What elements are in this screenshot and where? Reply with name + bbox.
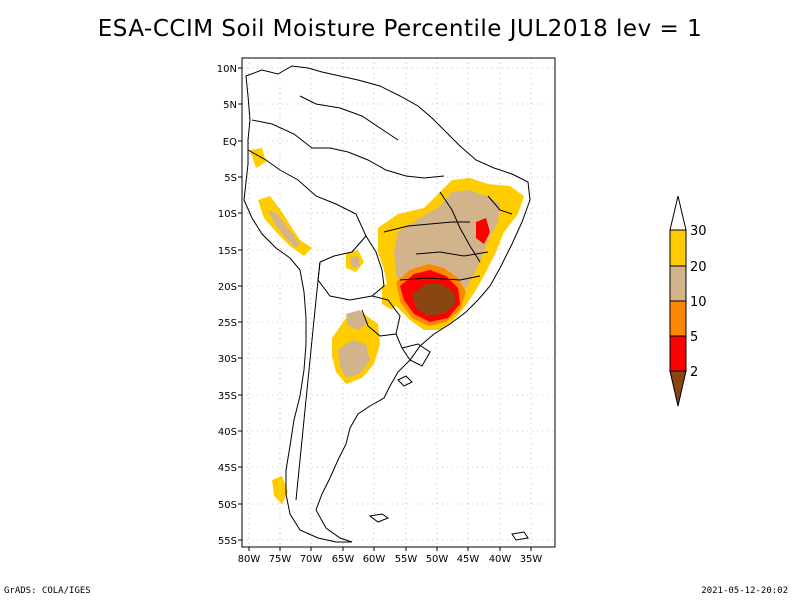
lat-label-30S: 30S <box>218 354 237 365</box>
legend-label-30: 30 <box>690 224 707 239</box>
shade-andes-tan <box>268 210 300 248</box>
lat-label-10N: 10N <box>217 64 237 75</box>
shade-argentina-tan <box>338 340 370 378</box>
lat-label-35S: 35S <box>218 391 237 402</box>
legend-label-2: 2 <box>690 365 698 380</box>
colorbar-legend: 30 20 10 5 2 <box>669 195 707 407</box>
latitude-labels: 10N 5N EQ 5S 10S 15S 20S 25S 30S 35S 40S 45S 50S 55S <box>217 64 242 547</box>
legend-label-10: 10 <box>690 295 707 310</box>
lat-label-50S: 50S <box>218 500 237 511</box>
lon-label-35W: 35W <box>520 554 543 565</box>
border-brazil-states-5 <box>487 195 513 215</box>
shade-ne-brazil-red <box>476 218 490 244</box>
footer-credit: GrADS: COLA/IGES <box>4 586 91 596</box>
lon-label-60W: 60W <box>363 554 386 565</box>
lat-label-20S: 20S <box>218 282 237 293</box>
footer-timestamp: 2021-05-12-20:02 <box>701 586 788 596</box>
longitude-labels: 80W 75W 70W 65W 60W 55W 50W 45W 40W 35W <box>238 547 543 565</box>
shade-bolivia-tan <box>350 256 360 268</box>
legend-label-20: 20 <box>690 260 707 275</box>
lon-label-80W: 80W <box>238 554 261 565</box>
border-brazil-states-1 <box>439 191 481 263</box>
lon-label-55W: 55W <box>395 554 418 565</box>
border-colombia <box>251 119 349 153</box>
lat-label-10S: 10S <box>218 209 237 220</box>
lat-label-55S: 55S <box>218 536 237 547</box>
lat-label-EQ: EQ <box>223 137 237 148</box>
soil-moisture-shading <box>250 148 524 504</box>
lon-label-65W: 65W <box>332 554 355 565</box>
map-title: ESA-CCIM Soil Moisture Percentile JUL201… <box>97 16 703 42</box>
legend-swatch-10-20 <box>669 265 687 302</box>
lon-label-45W: 45W <box>457 554 480 565</box>
border-peru <box>279 169 367 263</box>
legend-swatch-2-5 <box>669 335 687 372</box>
south-america-coastline <box>243 65 531 543</box>
lat-label-25S: 25S <box>218 318 237 329</box>
border-chile <box>295 261 321 501</box>
lat-label-40S: 40S <box>218 427 237 438</box>
lat-label-15S: 15S <box>218 246 237 257</box>
shade-paraguay <box>382 282 400 310</box>
shade-chaco-tan <box>346 310 368 330</box>
shade-north-coast <box>250 148 266 168</box>
border-uruguay <box>401 343 431 367</box>
lat-label-45S: 45S <box>218 463 237 474</box>
lon-label-75W: 75W <box>269 554 292 565</box>
legend-swatch-above30 <box>669 195 687 231</box>
border-venezuela <box>299 95 399 141</box>
border-brazil-states-4 <box>399 275 481 281</box>
legend-swatch-20-30 <box>669 229 687 267</box>
map-frame <box>241 57 556 548</box>
lat-label-5S: 5S <box>224 173 237 184</box>
lon-label-50W: 50W <box>426 554 449 565</box>
falklands-2 <box>368 513 390 523</box>
continent-outline <box>243 65 531 543</box>
border-brazil-states-2 <box>383 221 470 233</box>
shade-central-brazil-brown <box>412 284 456 316</box>
legend-swatch-5-10 <box>669 300 687 337</box>
shade-patagonia <box>272 476 288 504</box>
border-brazil-states-3 <box>415 251 489 257</box>
border-ecuador <box>247 149 281 171</box>
lon-label-40W: 40W <box>489 554 512 565</box>
lon-label-70W: 70W <box>300 554 323 565</box>
tierra-del-fuego <box>511 531 529 541</box>
legend-label-5: 5 <box>690 330 698 345</box>
legend-swatch-below2 <box>669 370 687 407</box>
falklands <box>397 375 413 387</box>
lat-label-5N: 5N <box>223 100 237 111</box>
border-brazil-north <box>347 151 445 179</box>
